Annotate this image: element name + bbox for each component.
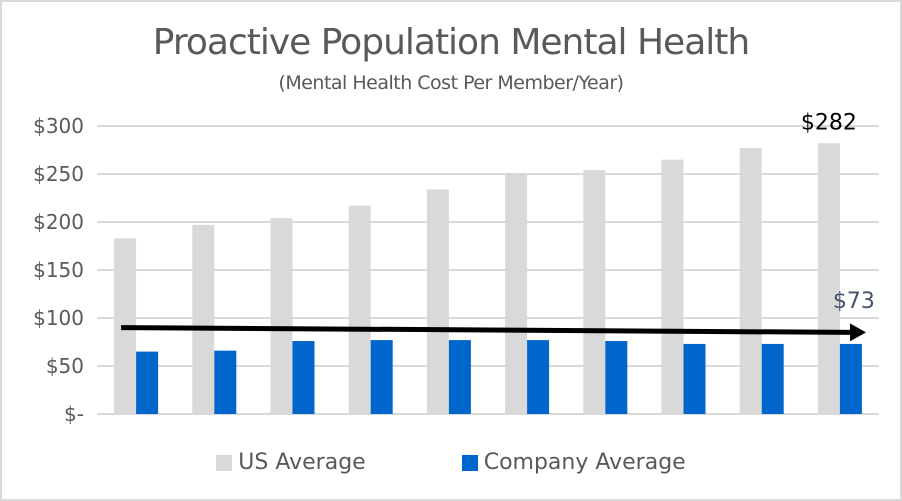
legend-swatch-company-average [461, 454, 478, 471]
bar-company-average [370, 340, 393, 414]
y-tick-label: $250 [33, 162, 84, 186]
bar-company-average [605, 341, 628, 414]
bar-company-average [527, 340, 550, 414]
legend-label-company-average: Company Average [483, 450, 686, 475]
bar-company-average [214, 350, 237, 414]
y-tick-label: $200 [33, 210, 84, 234]
bars [114, 143, 862, 414]
trend-arrow-line [121, 325, 853, 335]
trend-arrow [121, 323, 866, 342]
bar-us-average [505, 174, 528, 414]
y-tick-label: $50 [46, 354, 84, 378]
y-tick-label: $300 [33, 114, 84, 138]
legend: US Average Company Average [0, 450, 902, 475]
bar-us-average [348, 205, 371, 414]
bar-us-average [583, 170, 606, 414]
annotations: $282 $73 [801, 110, 875, 314]
y-tick-label: $150 [33, 258, 84, 282]
bar-company-average [839, 343, 862, 414]
bar-us-average [192, 224, 215, 414]
bar-us-average [739, 148, 762, 414]
chart-subtitle: (Mental Health Cost Per Member/Year) [278, 72, 624, 94]
data-label: $73 [833, 289, 875, 314]
bar-us-average [426, 189, 449, 414]
legend-swatch-us-average [216, 454, 233, 471]
bar-company-average [136, 351, 159, 414]
chart-title: Proactive Population Mental Health [152, 22, 750, 63]
legend-item-company-average: Company Average [461, 450, 686, 475]
legend-label-us-average: US Average [238, 450, 366, 475]
y-axis-ticks: $- $50 $100 $150 $200 $250 $300 [33, 114, 84, 426]
bar-us-average [270, 218, 293, 414]
legend-item-us-average: US Average [216, 450, 366, 475]
bar-us-average [817, 143, 840, 414]
trend-arrow-head [850, 323, 866, 342]
y-tick-label: $100 [33, 306, 84, 330]
data-label: $282 [801, 110, 857, 135]
bar-company-average [448, 340, 471, 414]
bar-us-average [661, 159, 684, 414]
bar-company-average [683, 343, 706, 414]
bar-company-average [761, 343, 784, 414]
y-tick-label: $- [64, 402, 84, 426]
bar-company-average [292, 341, 315, 414]
